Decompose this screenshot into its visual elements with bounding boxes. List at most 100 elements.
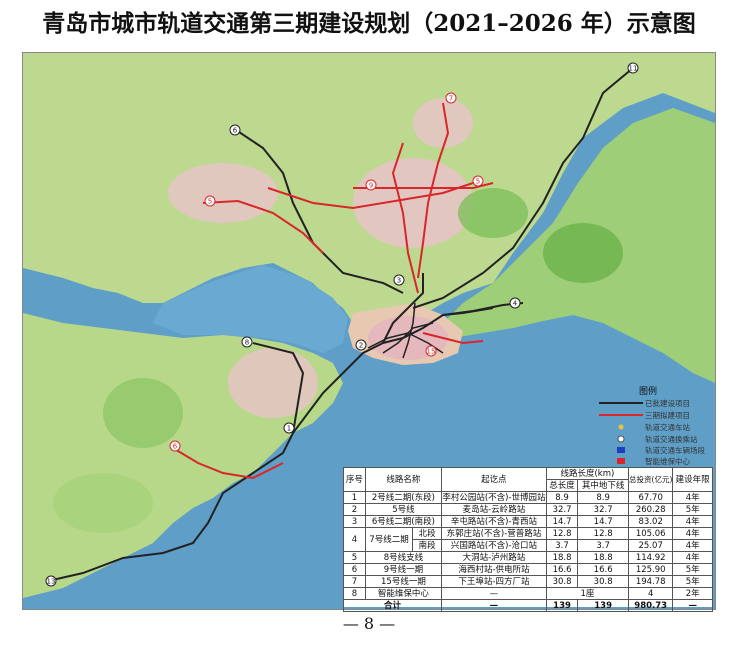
cell-invest: 105.06	[628, 527, 674, 540]
cell-total: 16.6	[545, 563, 579, 576]
legend-transfer-swatch	[617, 435, 625, 443]
cell-invest: 83.02	[628, 515, 674, 528]
svg-text:13: 13	[47, 578, 56, 586]
legend-label: 轨道交通换乘站	[645, 435, 698, 444]
legend-item-planned: 三期拟建项目	[597, 410, 712, 420]
cell-line: 2号线二期(东段)	[364, 491, 443, 504]
legend-station-swatch	[618, 424, 624, 430]
cell-no: 6	[343, 563, 366, 576]
cell-total: 1座	[545, 587, 630, 600]
badge-2	[355, 339, 367, 351]
existing-line-3	[382, 273, 424, 344]
cell-years: 4年	[672, 491, 713, 504]
cell-under: 32.7	[577, 503, 630, 516]
badge-8	[241, 336, 253, 348]
cell-stations: 麦岛站-云岭路站	[441, 503, 547, 516]
col-header-length: 线路长度(km)	[545, 467, 630, 480]
svg-text:1: 1	[287, 425, 291, 433]
svg-text:8: 8	[245, 339, 249, 347]
table-row: 7 15号线一期 下王埠站-四方厂站 30.8 30.8 194.78 5年	[343, 575, 713, 588]
cell-line: 9号线一期	[364, 563, 443, 576]
downtown-line-c	[402, 302, 416, 359]
table-row: 4 7号线二期 北段 东郭庄站(不含)-营普路站 12.8 12.8 105.0…	[343, 527, 713, 552]
cell-total: 18.8	[545, 551, 579, 564]
transit-map[interactable]: 11 6 5 7 9 5 4 3 8 2 1 6 13 15	[22, 52, 716, 610]
cell-invest: 194.78	[628, 575, 674, 588]
planned-line-9	[353, 182, 494, 189]
green-area-4	[53, 473, 153, 533]
planned-line-6	[172, 447, 284, 480]
existing-lines	[47, 67, 634, 582]
cell-no: 1	[343, 491, 366, 504]
urban-area-downtown	[368, 316, 448, 360]
legend-label: 轨道交通车站	[645, 423, 690, 432]
map-title: 青岛市城市轨道交通第三期建设规划（2021–2026 年）示意图	[42, 10, 696, 37]
downtown-line-b	[382, 322, 434, 354]
cell-invest: 980.73	[628, 599, 674, 612]
cell-under: 18.8	[577, 551, 630, 564]
cell-no: 4	[343, 527, 366, 552]
table-row: 3 6号线二期(南段) 辛屯路站(不含)-青西站 14.7 14.7 83.02…	[343, 515, 713, 528]
badge-9	[365, 179, 377, 191]
table-row: 2 5号线 麦岛站-云岭路站 32.7 32.7 260.28 5年	[343, 503, 713, 516]
cell-no: 7	[343, 575, 366, 588]
planned-line-8-branch	[202, 199, 324, 254]
badge-4	[509, 297, 521, 309]
cell-years: —	[672, 599, 713, 612]
cell-stations: 东郭庄站(不含)-营普路站	[441, 527, 547, 540]
legend-label: 三期拟建项目	[645, 411, 690, 420]
cell-total: 12.8	[545, 527, 579, 540]
cell-line: 5号线	[364, 503, 443, 516]
cell-total: 14.7	[545, 515, 579, 528]
cell-total-label: 合计	[342, 599, 443, 612]
urban-area-jiaozhou	[168, 163, 278, 223]
legend-existing-line-swatch	[599, 402, 643, 404]
badge-3	[393, 274, 405, 286]
cell-line: 8号线支线	[364, 551, 443, 564]
planned-line-5	[267, 182, 474, 210]
jiaozhou-bay	[153, 265, 348, 353]
table-row: 1 2号线二期(东段) 李村公园站(不含)-世博园站 8.9 8.9 67.70…	[343, 491, 713, 504]
cell-invest: 114.92	[628, 551, 674, 564]
svg-text:5: 5	[208, 198, 212, 206]
cell-line: 15号线一期	[364, 575, 443, 588]
cell-stations: 辛屯路站(不含)-青西站	[441, 515, 547, 528]
cell-stations: —	[441, 599, 547, 612]
legend-label: 已批建设项目	[645, 399, 690, 408]
badge-11-north	[627, 62, 639, 74]
legend-label: 智能维保中心	[645, 457, 690, 466]
project-table-grid: 序号 线路名称 起讫点 线路长度(km) 总投资(亿元) 建设年限 总长度 其中…	[342, 467, 713, 612]
legend-item-station: 轨道交通车站	[597, 422, 712, 432]
badge-7-north	[445, 92, 457, 104]
legend-item-existing: 已批建设项目	[597, 398, 712, 408]
legend-depot-swatch	[617, 447, 625, 453]
badge-13	[45, 575, 57, 587]
cell-stations: 下王埠站-四方厂站	[441, 575, 547, 588]
cell-no: 3	[343, 515, 366, 528]
legend-planned-line-swatch	[599, 414, 643, 416]
svg-text:2: 2	[359, 342, 363, 350]
planned-line-7	[417, 102, 450, 279]
cell-invest: 260.28	[628, 503, 674, 516]
cell-invest: 25.07	[628, 539, 674, 552]
svg-text:6: 6	[233, 127, 238, 135]
cell-line: 6号线二期(南段)	[364, 515, 443, 528]
cell-under: 16.6	[577, 563, 630, 576]
urban-area-north	[353, 158, 473, 248]
cell-stations: 海西村站-供电所站	[441, 563, 547, 576]
cell-no: 2	[343, 503, 366, 516]
cell-segment: 南段	[412, 539, 443, 552]
cell-stations: 大洞站-泸州路站	[441, 551, 547, 564]
legend: 图例 已批建设项目 三期拟建项目 轨道交通车站 轨道交通换乘站 轨道交通车辆场段…	[597, 384, 712, 466]
existing-line-11	[412, 67, 634, 309]
legend-title: 图例	[639, 387, 658, 397]
green-area-3	[103, 378, 183, 448]
badge-15	[425, 345, 437, 357]
svg-text:9: 9	[369, 182, 373, 190]
cell-under: 12.8	[577, 527, 630, 540]
planned-lines	[172, 102, 494, 480]
cell-segment: 北段	[412, 527, 443, 540]
cell-stations: —	[441, 587, 547, 600]
table-row: 6 9号线一期 海西村站-供电所站 16.6 16.6 125.90 5年	[343, 563, 713, 576]
col-header-no: 序号	[343, 467, 366, 492]
